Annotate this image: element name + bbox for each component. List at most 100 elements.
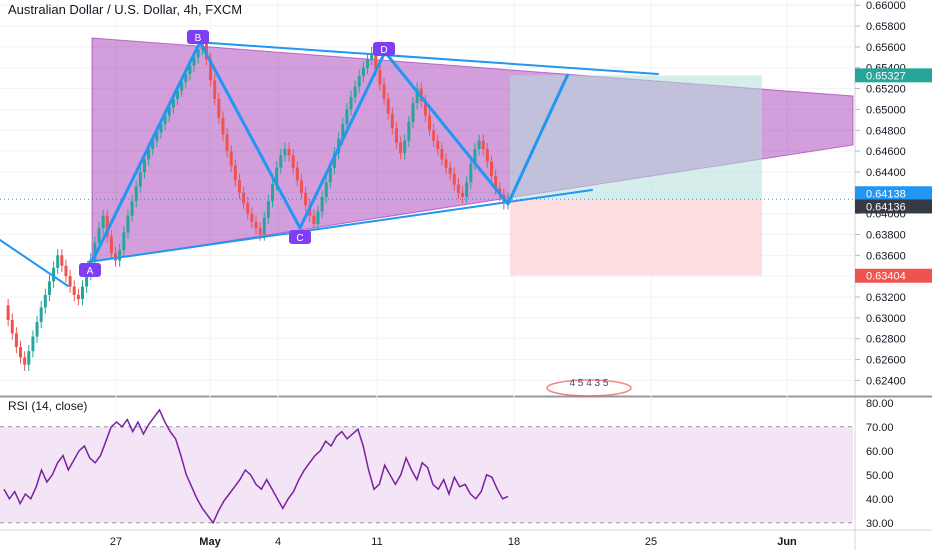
- pattern-point-c-badge[interactable]: [289, 230, 311, 244]
- candle-body: [262, 217, 266, 235]
- candle-body: [477, 140, 481, 150]
- rsi-tick-label: 80.00: [866, 398, 894, 410]
- candle-body: [316, 211, 320, 225]
- pattern-point-d-label: D: [380, 45, 387, 56]
- time-tick-label: Jun: [777, 536, 797, 548]
- target-zone[interactable]: [510, 75, 762, 200]
- candle-body: [258, 228, 262, 235]
- pattern-point-b-badge[interactable]: [187, 30, 209, 44]
- candle-body: [209, 59, 213, 81]
- candle-body: [56, 255, 60, 268]
- candle-body: [246, 203, 250, 214]
- price-tick-label: 0.63000: [866, 313, 906, 325]
- candle-body: [242, 192, 246, 204]
- candle-body: [432, 130, 436, 141]
- candle-body: [85, 274, 89, 287]
- pattern-point-d-badge[interactable]: [373, 42, 395, 56]
- candle-body: [27, 351, 31, 365]
- candle-body: [465, 182, 469, 197]
- rsi-title[interactable]: RSI (14, close): [8, 399, 88, 413]
- candle-body: [374, 53, 378, 70]
- candle-body: [184, 73, 188, 83]
- candle-body: [456, 184, 460, 193]
- price-tick-label: 0.63800: [866, 229, 906, 241]
- price-tick-label: 0.64600: [866, 146, 906, 158]
- pattern-point-c-label: C: [296, 233, 303, 244]
- candle-body: [254, 221, 258, 229]
- candle-body: [19, 347, 23, 358]
- candle-body: [399, 142, 403, 154]
- pattern-point-a-label: A: [87, 266, 94, 277]
- candle-body: [345, 109, 349, 125]
- abcd-zigzag[interactable]: [90, 40, 570, 263]
- rsi-tick-label: 70.00: [866, 422, 894, 434]
- candle-body: [14, 333, 18, 348]
- price-tick-label: 0.65800: [866, 21, 906, 33]
- candle-body: [332, 153, 336, 168]
- candle-body: [436, 140, 440, 150]
- candle-body: [163, 115, 167, 125]
- price-tick-label: 0.65000: [866, 104, 906, 116]
- candle-body: [60, 255, 64, 266]
- candle-body: [122, 232, 126, 251]
- rsi-band: [0, 426, 853, 523]
- candle-body: [452, 174, 456, 185]
- candle-body: [130, 201, 134, 216]
- candle-body: [473, 149, 477, 164]
- candle-body: [386, 99, 390, 114]
- candle-body: [312, 215, 316, 225]
- price-tick-label: 0.65200: [866, 84, 906, 96]
- candle-body: [341, 124, 345, 139]
- time-tick-label: 27: [110, 536, 122, 548]
- candle-body: [411, 103, 415, 122]
- candle-body: [428, 115, 432, 131]
- abcd-pattern[interactable]: A B C D: [0, 30, 659, 287]
- candle-body: [109, 236, 113, 254]
- candle-body: [142, 159, 146, 172]
- last-price-badge: [855, 199, 932, 214]
- candle-body: [31, 336, 35, 352]
- candle-body: [118, 250, 122, 261]
- pattern-point-a-badge[interactable]: [79, 263, 101, 277]
- rsi-tick-label: 60.00: [866, 446, 894, 458]
- candle-body: [361, 67, 365, 77]
- candle-body: [80, 286, 84, 300]
- watermark-swoosh: [546, 379, 632, 397]
- stop-zone[interactable]: [510, 199, 762, 276]
- target-price-badge: [855, 68, 932, 83]
- price-tick-label: 0.62400: [866, 375, 906, 387]
- time-tick-label: 11: [371, 536, 382, 548]
- candle-body: [6, 305, 10, 320]
- candle-body: [23, 357, 27, 365]
- drawing-overlays: [0, 37, 854, 276]
- candle-body: [167, 107, 171, 116]
- trend-line-left[interactable]: [0, 239, 69, 287]
- candle-body: [134, 186, 138, 202]
- rsi-axis[interactable]: 80.00 70.00 60.00 50.00 40.00 30.00: [866, 398, 894, 530]
- candle-body: [93, 242, 97, 260]
- candle-body: [324, 182, 328, 197]
- rsi-line[interactable]: [3, 408, 509, 525]
- candle-body: [349, 96, 353, 110]
- price-tick-label: 0.65600: [866, 42, 906, 54]
- candle-body: [147, 149, 151, 160]
- candle-body: [176, 90, 180, 99]
- candle-body: [271, 184, 275, 202]
- watermark-logo: 4 5 4 3 5: [546, 378, 632, 397]
- time-axis[interactable]: 27 May 4 11 18 25 Jun: [110, 536, 797, 548]
- time-tick-label: 25: [645, 536, 657, 548]
- last-price-badge-label: 0.64136: [866, 201, 906, 213]
- candle-body: [320, 196, 324, 212]
- candle-body: [105, 215, 109, 237]
- triangle-upper-trendline[interactable]: [195, 41, 659, 75]
- candle-body: [448, 167, 452, 175]
- symbol-title[interactable]: Australian Dollar / U.S. Dollar, 4h, FXC…: [8, 2, 243, 17]
- candle-body: [250, 213, 254, 222]
- price-tick-label: 0.64800: [866, 125, 906, 137]
- candle-body: [155, 132, 159, 141]
- candle-body: [213, 80, 217, 99]
- candle-body: [494, 176, 498, 189]
- candle-body: [266, 201, 270, 218]
